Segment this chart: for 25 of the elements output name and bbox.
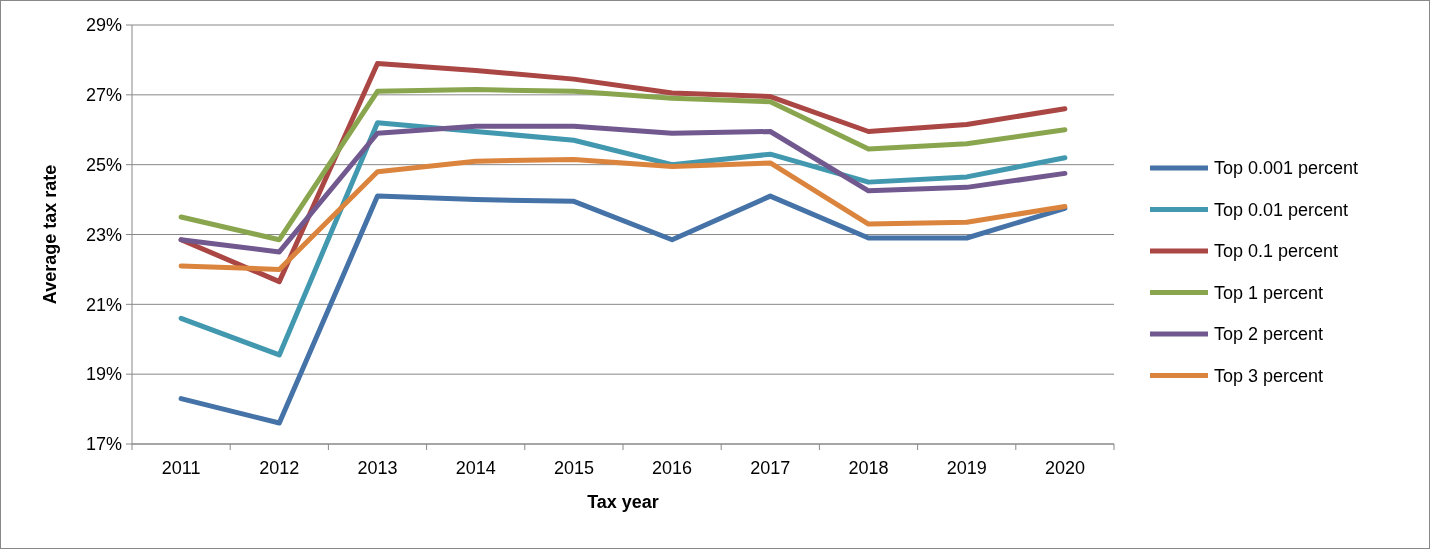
- x-tick-label: 2015: [553, 458, 594, 478]
- legend-label: Top 2 percent: [1214, 324, 1324, 345]
- y-tick-label: 17%: [85, 434, 122, 455]
- x-tick-label: 2014: [455, 458, 496, 478]
- y-tick-label: 25%: [85, 154, 122, 175]
- x-tick-label: 2020: [1044, 458, 1085, 478]
- x-axis-title: Tax year: [587, 492, 659, 512]
- x-tick-label: 2011: [161, 458, 201, 478]
- x-tick-label: 2013: [357, 458, 398, 478]
- y-tick-label: 29%: [85, 15, 122, 36]
- x-tick-label: 2012: [259, 458, 300, 478]
- x-tick-label: 2019: [946, 458, 987, 478]
- y-tick-label: 19%: [85, 364, 122, 385]
- legend-label: Top 0.01 percent: [1214, 199, 1349, 220]
- y-tick-label: 27%: [85, 85, 122, 106]
- x-tick-label: 2017: [750, 458, 791, 478]
- legend-label: Top 0.1 percent: [1214, 241, 1339, 262]
- x-tick-label: 2018: [848, 458, 889, 478]
- legend-label: Top 0.001 percent: [1214, 158, 1359, 179]
- y-tick-label: 21%: [85, 294, 122, 315]
- y-axis-title: Average tax rate: [40, 164, 60, 305]
- y-tick-label: 23%: [85, 224, 122, 245]
- legend-label: Top 1 percent: [1214, 282, 1324, 303]
- x-tick-label: 2016: [652, 458, 693, 478]
- legend-label: Top 3 percent: [1214, 365, 1324, 386]
